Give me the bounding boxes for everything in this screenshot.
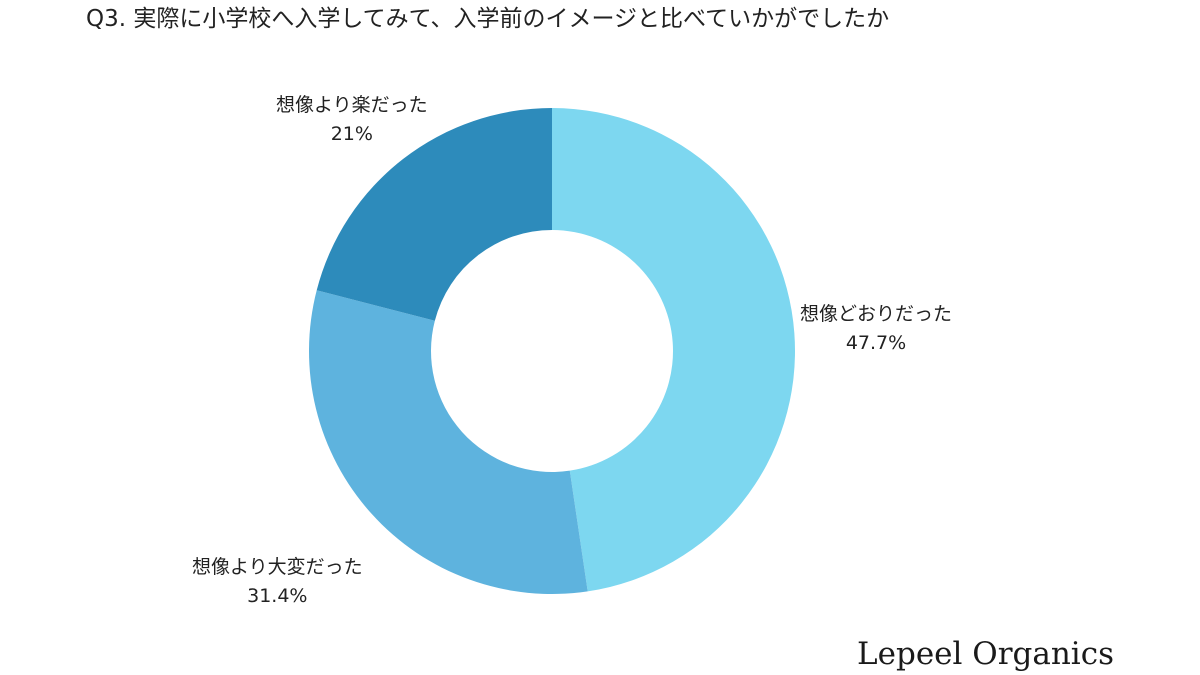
slice-easier — [316, 108, 552, 321]
slice-as-expected — [552, 108, 795, 592]
donut-slices — [308, 108, 795, 594]
brand-logo: Lepeel Organics — [857, 636, 1114, 672]
slice-value-label: 31.4% — [247, 585, 308, 607]
slice-category-label: 想像どおりだった — [800, 303, 953, 325]
chart-title: Q3. 実際に小学校へ入学してみて、入学前のイメージと比べていかがでしたか — [86, 6, 890, 32]
slice-value-label: 21% — [330, 123, 373, 145]
slice-label-harder: 想像より大変だった 31.4% — [192, 553, 363, 611]
slice-value-label: 47.7% — [845, 332, 907, 354]
slice-category-label: 想像より大変だった — [192, 556, 363, 578]
slice-label-easier: 想像より楽だった 21% — [276, 91, 428, 149]
slice-category-label: 想像より楽だった — [276, 94, 428, 116]
slice-harder — [308, 290, 588, 594]
slice-label-as-expected: 想像どおりだった 47.7% — [800, 300, 952, 358]
